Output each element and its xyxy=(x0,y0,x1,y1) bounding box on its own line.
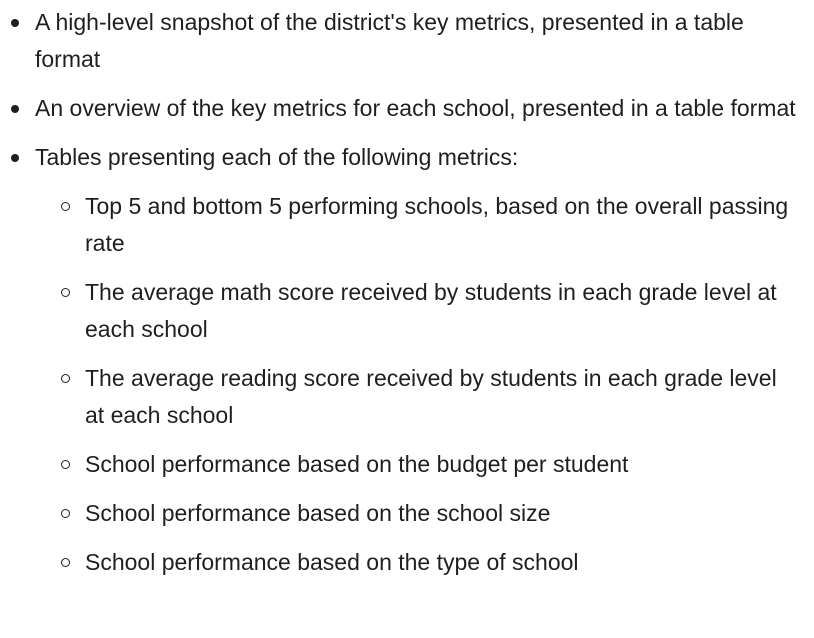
list-item-text: Tables presenting each of the following … xyxy=(35,144,519,170)
nested-list-item: School performance based on the type of … xyxy=(35,544,806,581)
list-item: A high-level snapshot of the district's … xyxy=(0,4,814,78)
nested-list-item: School performance based on the budget p… xyxy=(35,446,806,483)
bullet-circle-icon xyxy=(61,202,70,211)
nested-bullet-list: Top 5 and bottom 5 performing schools, b… xyxy=(35,188,806,581)
nested-list-item: School performance based on the school s… xyxy=(35,495,806,532)
bullet-circle-icon xyxy=(61,460,70,469)
list-item-text: A high-level snapshot of the district's … xyxy=(35,9,744,72)
list-item-text: An overview of the key metrics for each … xyxy=(35,95,796,121)
bullet-circle-icon xyxy=(61,509,70,518)
list-item: Tables presenting each of the following … xyxy=(0,139,814,581)
nested-list-item-text: Top 5 and bottom 5 performing schools, b… xyxy=(85,193,789,256)
nested-list-item-text: School performance based on the budget p… xyxy=(85,451,629,477)
bullet-circle-icon xyxy=(61,558,70,567)
nested-list-item-text: School performance based on the school s… xyxy=(85,500,551,526)
nested-list-item-text: The average reading score received by st… xyxy=(85,365,777,428)
nested-list-item: Top 5 and bottom 5 performing schools, b… xyxy=(35,188,806,262)
nested-list-item-text: School performance based on the type of … xyxy=(85,549,579,575)
bullet-disc-icon xyxy=(11,154,19,162)
list-item: An overview of the key metrics for each … xyxy=(0,90,814,127)
bullet-disc-icon xyxy=(11,19,19,27)
bullet-disc-icon xyxy=(11,105,19,113)
nested-list-item-text: The average math score received by stude… xyxy=(85,279,777,342)
nested-list-item: The average reading score received by st… xyxy=(35,360,806,434)
nested-list-item: The average math score received by stude… xyxy=(35,274,806,348)
bullet-list: A high-level snapshot of the district's … xyxy=(0,4,814,593)
bullet-circle-icon xyxy=(61,374,70,383)
bullet-circle-icon xyxy=(61,288,70,297)
